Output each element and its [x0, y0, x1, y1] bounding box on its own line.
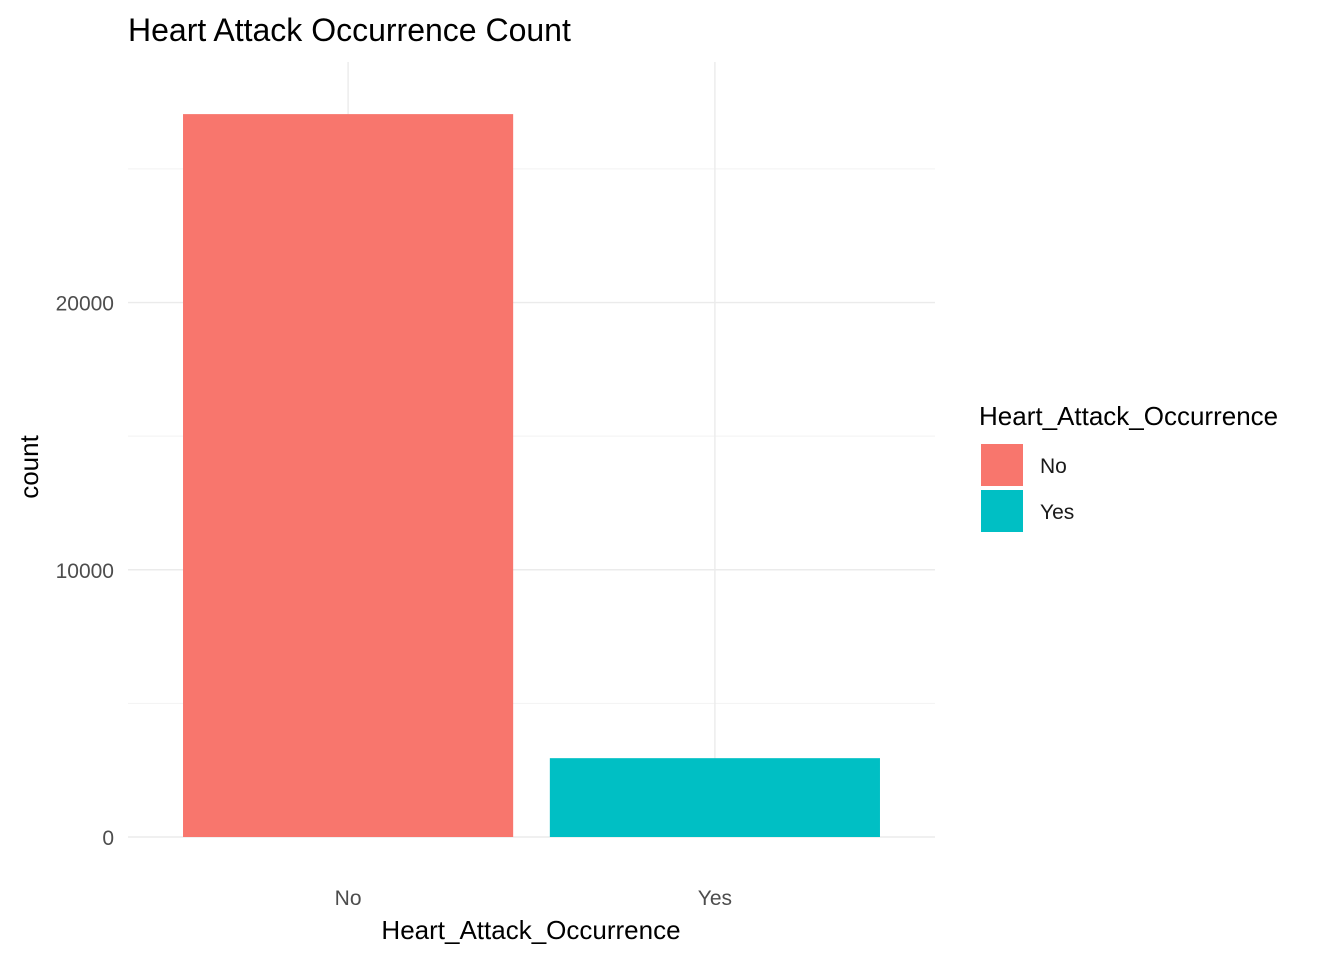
y-tick-label: 20000: [56, 293, 114, 316]
chart-title: Heart Attack Occurrence Count: [128, 12, 571, 48]
legend: Heart_Attack_Occurrence No Yes: [979, 401, 1278, 532]
legend-key-no: [981, 444, 1023, 486]
y-tick-label: 0: [102, 827, 114, 850]
bar-no: [183, 114, 514, 838]
legend-key-yes: [981, 490, 1023, 532]
y-axis-title: count: [14, 434, 44, 498]
x-tick-labels: No Yes: [335, 887, 732, 910]
legend-label: Yes: [1040, 501, 1074, 524]
legend-label: No: [1040, 455, 1067, 478]
x-axis-title: Heart_Attack_Occurrence: [381, 915, 680, 945]
y-tick-labels: 0 10000 20000: [56, 293, 114, 850]
x-tick-label: No: [335, 887, 362, 910]
x-tick-label: Yes: [698, 887, 732, 910]
bar-yes: [549, 758, 880, 837]
bars: [183, 114, 880, 838]
y-tick-label: 10000: [56, 560, 114, 583]
legend-title: Heart_Attack_Occurrence: [979, 401, 1278, 431]
